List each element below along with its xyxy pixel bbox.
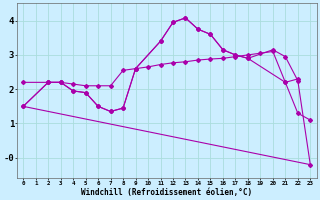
X-axis label: Windchill (Refroidissement éolien,°C): Windchill (Refroidissement éolien,°C) — [81, 188, 252, 197]
